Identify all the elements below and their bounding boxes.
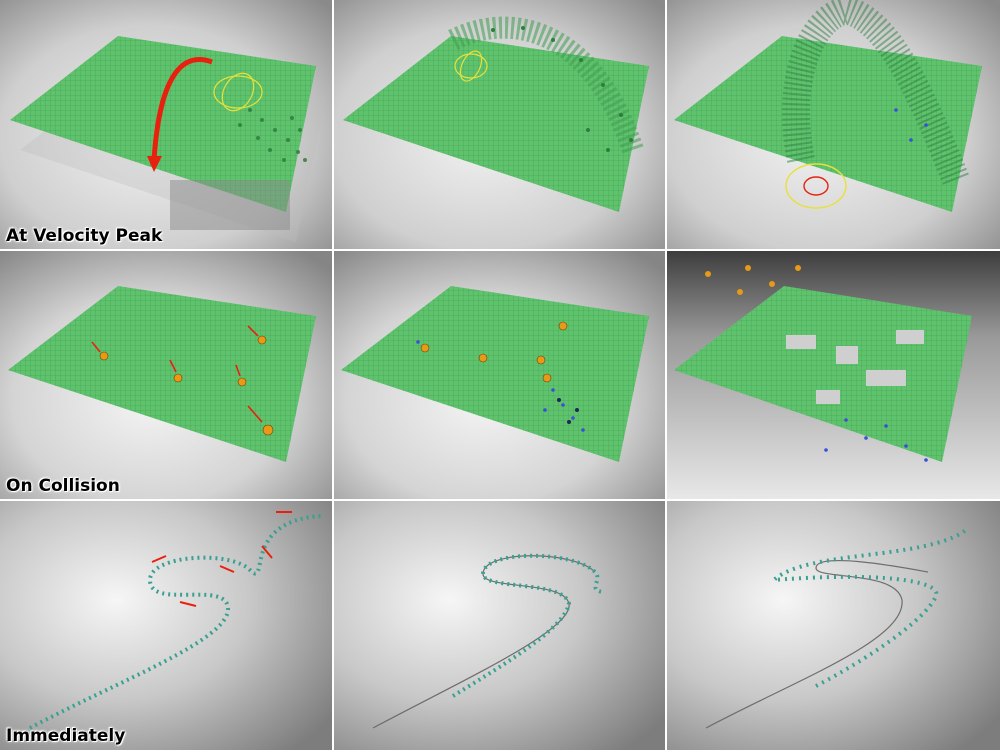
gizmo-icon [213, 72, 263, 112]
collision-frame-3 [666, 250, 1000, 500]
velocity-peak-frame-1: At Velocity Peak [0, 0, 333, 250]
green-grid-plane [8, 286, 316, 462]
column-divider [332, 0, 334, 750]
column-divider [665, 0, 667, 750]
row-divider [0, 499, 1000, 501]
row-divider [0, 249, 1000, 251]
row-label-collision: On Collision [6, 476, 120, 496]
collision-frame-1: On Collision [0, 250, 333, 500]
velocity-arrows [151, 511, 292, 607]
collision-spheres [99, 335, 274, 436]
row-label-immediately: Immediately [6, 726, 126, 746]
velocity-peak-frame-2 [333, 0, 666, 250]
green-grid-plane [343, 36, 649, 212]
green-grid-plane [674, 36, 982, 212]
green-grid-plane [10, 36, 316, 212]
gizmo-icon [785, 163, 847, 209]
collision-frame-2 [333, 250, 666, 500]
particle-chain [29, 514, 323, 730]
row-label-velocity-peak: At Velocity Peak [6, 226, 163, 246]
immediately-frame-1: Immediately [0, 500, 333, 750]
immediately-frame-3 [666, 500, 1000, 750]
gizmo-icon [454, 50, 488, 82]
immediately-frame-2 [333, 500, 666, 750]
velocity-peak-frame-3 [666, 0, 1000, 250]
particle-chain [451, 553, 604, 698]
velocity-arrow [151, 57, 213, 161]
